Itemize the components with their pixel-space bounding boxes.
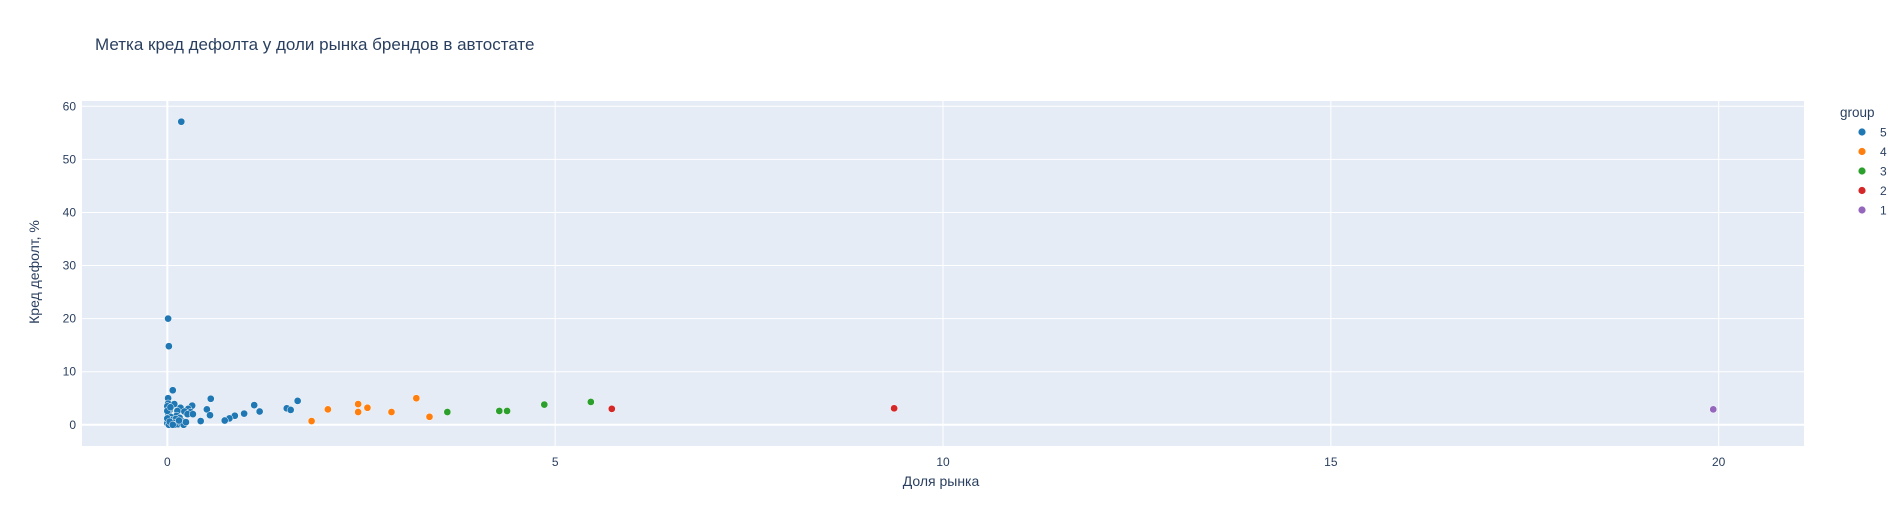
- data-point: [503, 407, 511, 415]
- legend-label: 2: [1880, 184, 1887, 198]
- legend-item-3: 3: [1858, 165, 1887, 179]
- legend-marker: [1858, 147, 1866, 156]
- plot-area: 0 5 10 15 20 0 10 20 30 40 50 60: [63, 99, 1804, 469]
- data-point: [250, 401, 259, 409]
- data-point: [175, 416, 183, 425]
- x-tick-label: 10: [936, 455, 950, 469]
- data-point: [586, 398, 595, 406]
- legend-label: 1: [1880, 204, 1887, 218]
- x-tick-label: 0: [164, 455, 171, 469]
- legend-item-1: 1: [1858, 204, 1887, 218]
- y-tick-label: 40: [63, 205, 77, 219]
- legend-marker: [1858, 186, 1866, 195]
- data-point: [255, 407, 264, 416]
- y-axis-title: Кред дефолт, %: [26, 220, 42, 324]
- data-point: [206, 411, 214, 420]
- gridlines: [82, 101, 1804, 446]
- data-point: [307, 417, 316, 425]
- data-points: [163, 117, 1718, 429]
- data-point: [220, 416, 229, 425]
- y-tick-label: 10: [63, 365, 77, 379]
- data-point: [324, 405, 332, 414]
- x-tick-label: 20: [1712, 455, 1726, 469]
- data-point: [540, 400, 549, 409]
- legend-label: 3: [1880, 165, 1887, 179]
- data-point: [425, 412, 434, 421]
- data-point: [387, 408, 396, 416]
- legend-label: 5: [1880, 126, 1887, 140]
- data-point: [412, 394, 421, 403]
- data-point: [166, 403, 175, 412]
- data-point: [165, 342, 173, 351]
- data-point: [206, 394, 215, 403]
- legend-item-2: 2: [1858, 184, 1887, 198]
- data-point: [182, 418, 190, 426]
- legend-marker: [1858, 128, 1866, 136]
- y-tick-label: 20: [63, 312, 77, 326]
- data-point: [443, 408, 452, 416]
- series-5: [163, 117, 302, 429]
- data-point: [890, 404, 898, 413]
- series-3: [443, 398, 595, 416]
- legend-label: 4: [1880, 145, 1887, 159]
- series-2: [607, 404, 898, 413]
- data-point: [293, 397, 302, 405]
- data-point: [177, 117, 186, 126]
- data-point: [607, 405, 616, 413]
- x-tick-label: 15: [1324, 455, 1338, 469]
- series-4: [307, 394, 434, 425]
- legend-marker: [1858, 167, 1866, 175]
- legend: group 5 4 3 2 1: [1840, 105, 1887, 218]
- data-point: [354, 408, 362, 416]
- series-1: [1709, 405, 1718, 414]
- x-tick-label: 5: [552, 455, 559, 469]
- y-tick-label: 30: [63, 259, 77, 273]
- data-point: [286, 406, 295, 414]
- y-tick-label: 50: [63, 152, 77, 166]
- data-point: [354, 400, 362, 408]
- legend-title: group: [1840, 105, 1875, 120]
- legend-item-4: 4: [1858, 145, 1887, 159]
- y-tick-label: 60: [63, 99, 77, 113]
- data-point: [168, 420, 177, 429]
- data-point: [1709, 405, 1718, 414]
- tick-labels: 0 5 10 15 20 0 10 20 30 40 50 60: [63, 99, 1726, 469]
- data-point: [164, 314, 172, 323]
- chart-title: Метка кред дефолта у доли рынка брендов …: [95, 35, 535, 54]
- data-point: [168, 386, 177, 395]
- x-axis-title: Доля рынка: [903, 473, 980, 489]
- legend-marker: [1858, 206, 1866, 214]
- data-point: [196, 417, 205, 425]
- data-point: [240, 409, 248, 418]
- data-point: [189, 410, 197, 418]
- legend-item-5: 5: [1858, 126, 1887, 140]
- data-point: [495, 407, 504, 415]
- y-tick-label: 0: [69, 418, 76, 432]
- data-point: [363, 403, 372, 412]
